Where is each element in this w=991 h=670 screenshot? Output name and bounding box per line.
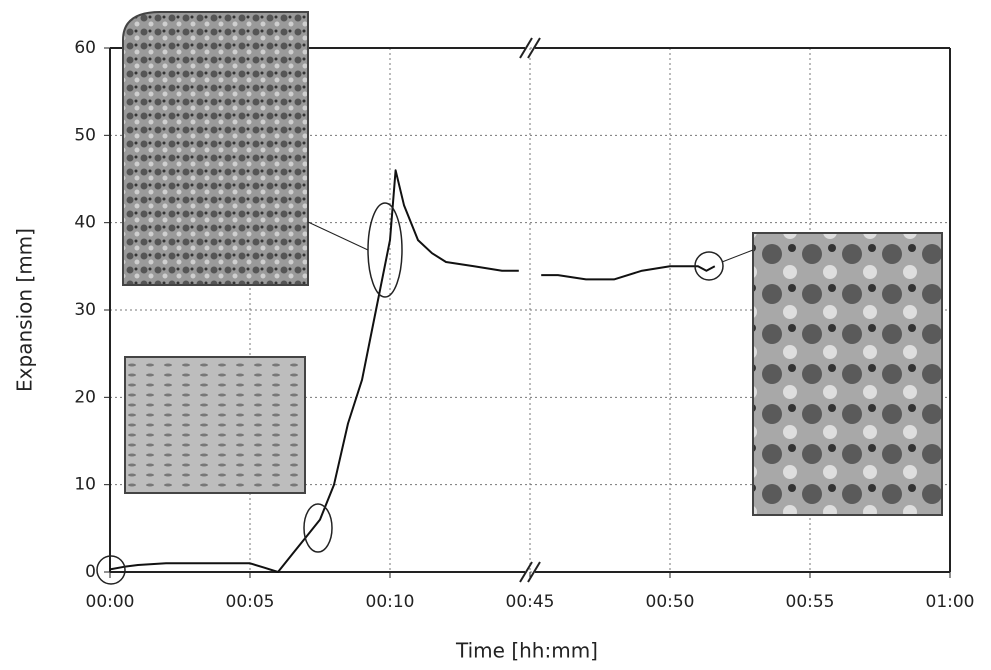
y-tick-label: 10 (74, 475, 96, 495)
y-tick-label: 20 (74, 387, 96, 407)
y-tick-label: 50 (74, 125, 96, 145)
x-tick-label: 00:50 (646, 592, 695, 612)
data-line (109, 169, 716, 573)
x-tick-label: 00:05 (226, 592, 275, 612)
y-tick-label: 30 (74, 300, 96, 320)
highlight (694, 251, 724, 281)
y-axis-label: Expansion [mm] (13, 228, 37, 392)
connector (721, 249, 754, 263)
x-tick-label: 00:55 (786, 592, 835, 612)
x-tick-label: 01:00 (926, 592, 975, 612)
axis-break (527, 561, 541, 583)
x-tick-label: 00:10 (366, 592, 415, 612)
y-tick-label: 60 (74, 38, 96, 58)
highlight (303, 503, 333, 553)
highlight (367, 202, 403, 298)
x-tick-label: 00:00 (86, 592, 135, 612)
y-tick-label: 40 (74, 213, 96, 233)
photo-inset (124, 356, 306, 494)
axis-break (527, 37, 541, 59)
plot-area: 0 10 20 30 40 50 60 00:00 00:05 00:10 00:45 00:50 00… (74, 37, 975, 612)
axis-break (519, 561, 533, 583)
x-axis-label: Time [hh:mm] (455, 639, 598, 663)
x-tick-label: 00:45 (506, 592, 555, 612)
connector (307, 221, 369, 251)
axis-break (519, 37, 533, 59)
photo-inset (752, 232, 943, 516)
highlight (96, 555, 126, 585)
photo-inset (122, 11, 309, 286)
y-tick-label: 0 (85, 562, 96, 582)
